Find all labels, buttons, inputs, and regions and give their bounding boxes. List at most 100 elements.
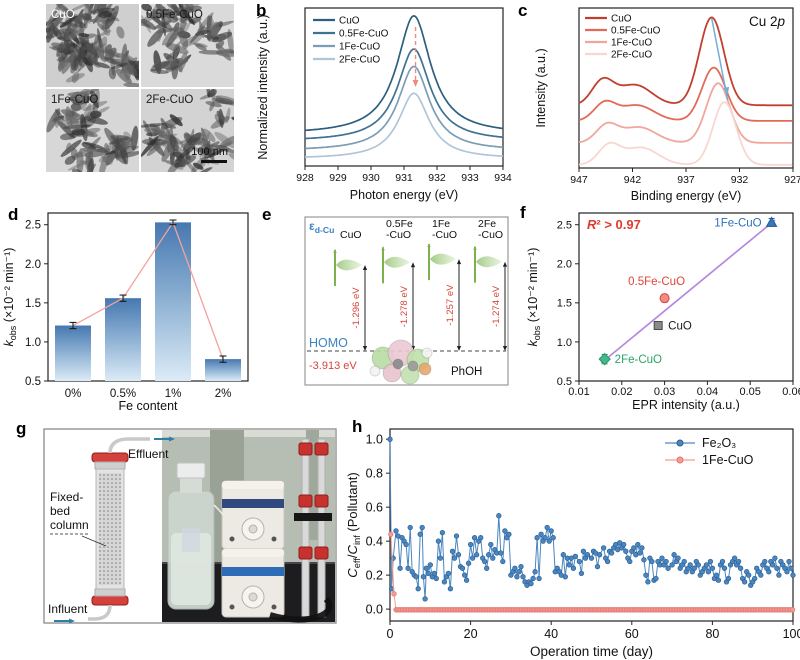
bar-0%	[55, 325, 91, 381]
diagram-box	[304, 216, 509, 386]
svg-text:HOMO: HOMO	[309, 336, 348, 350]
panel-a-tem-micrographs: CuO 0.5Fe-CuO 1Fe-CuO 2Fe-CuO 100 nm	[46, 4, 234, 172]
shift-arrow	[412, 26, 419, 87]
svg-text:0%: 0%	[65, 388, 82, 400]
curve-2Fe-CuO	[304, 92, 504, 158]
svg-text:-3.913 eV: -3.913 eV	[309, 360, 357, 372]
effluent-arrow	[154, 436, 175, 442]
svg-text:εd-Cu: εd-Cu	[309, 219, 334, 235]
svg-text:2%: 2%	[215, 388, 232, 400]
svg-text:-CuO: -CuO	[386, 229, 411, 241]
svg-text:0.5Fe-CuO: 0.5Fe-CuO	[146, 9, 203, 21]
svg-text:1Fe: 1Fe	[432, 218, 450, 230]
level-group-1Fe-CuO: 1Fe-CuO -1.257 eV	[427, 218, 462, 351]
svg-text:Normalized intensity (a.u.): Normalized intensity (a.u.)	[256, 14, 270, 159]
svg-text:2.5: 2.5	[557, 220, 572, 232]
svg-text:kobs (×10⁻² min⁻¹): kobs (×10⁻² min⁻¹)	[526, 248, 542, 347]
marker-0.5Fe-CuO	[659, 293, 670, 304]
curve-CuO	[578, 16, 793, 107]
panel-e-energy-level-diagram: εd-Cu CuO-1.296 eV0.5Fe-CuO-1.278 eV1Fe-C…	[304, 216, 509, 386]
panel-b-xas-spectra-chart: 928 929 930 931 932 933 934 Photon energy (eV) N…	[256, 7, 512, 202]
level-group-0.5Fe-CuO: 0.5Fe-CuO -1.278 eV	[381, 218, 416, 351]
data-points: CuO 0.5Fe-CuO 1Fe-CuO 2Fe-CuO	[598, 216, 778, 366]
svg-text:2.0: 2.0	[25, 259, 41, 271]
panel-h-longterm-operation-chart: 0 20 40 60 80 100 0.0 0.2 0.4 0.6 0.8 1.0 Operation …	[345, 428, 800, 659]
svg-text:R² > 0.97: R² > 0.97	[587, 217, 641, 232]
svg-text:-CuO: -CuO	[432, 229, 457, 241]
svg-text:0.01: 0.01	[568, 386, 589, 398]
curve-1Fe-CuO	[304, 65, 504, 150]
svg-text:931: 931	[395, 172, 413, 184]
svg-text:2Fe-CuO: 2Fe-CuO	[339, 55, 380, 66]
shift-arrow	[710, 18, 730, 101]
setup-photo	[162, 430, 335, 623]
marker-1Fe-CuO	[765, 216, 778, 227]
panel-f-correlation-scatter-chart: 0.01 0.02 0.03 0.04 0.05 0.06 0.5 1.0 1.5 2.0 2.5 E…	[526, 212, 800, 412]
svg-text:1.0: 1.0	[557, 337, 572, 349]
bar-1%	[155, 222, 191, 381]
svg-text:0.5: 0.5	[25, 376, 41, 388]
svg-text:0.06: 0.06	[782, 386, 800, 398]
phoh-molecule: PhOH	[369, 339, 482, 385]
panel-c-label: c	[518, 1, 528, 20]
svg-text:CuO: CuO	[611, 14, 632, 25]
svg-text:0.8: 0.8	[366, 467, 383, 481]
svg-text:60: 60	[625, 627, 639, 641]
svg-text:1Fe-CuO: 1Fe-CuO	[611, 38, 652, 49]
tem-quadrant-1Fe-CuO: 1Fe-CuO	[46, 89, 139, 172]
level-group-CuO: CuO -1.296 eV	[333, 229, 368, 351]
svg-text:Influent: Influent	[48, 602, 88, 616]
svg-text:927: 927	[784, 174, 800, 186]
svg-text:0.2: 0.2	[366, 568, 383, 582]
svg-text:0.6: 0.6	[366, 501, 383, 515]
svg-text:947: 947	[570, 174, 588, 186]
svg-text:930: 930	[362, 172, 380, 184]
svg-text:2Fe-CuO: 2Fe-CuO	[611, 50, 652, 61]
svg-text:937: 937	[677, 174, 695, 186]
svg-text:-1.257 eV: -1.257 eV	[445, 284, 456, 326]
svg-text:Effluent: Effluent	[128, 447, 169, 461]
svg-text:20: 20	[464, 627, 478, 641]
svg-text:bed: bed	[50, 504, 70, 518]
svg-text:CuO: CuO	[339, 16, 360, 27]
svg-text:0.5Fe-CuO: 0.5Fe-CuO	[628, 276, 685, 288]
svg-text:80: 80	[705, 627, 719, 641]
svg-text:-1.278 eV: -1.278 eV	[399, 285, 410, 327]
bar-2%	[205, 359, 241, 381]
glass-bottle	[167, 462, 215, 610]
svg-text:CuO: CuO	[340, 229, 362, 241]
series-fe2o3	[387, 436, 796, 602]
r-squared-annotation: R² > 0.97	[587, 217, 641, 232]
series	[578, 16, 793, 166]
axis: 928 929 930 931 932 933 934 Photon energy (eV) N…	[256, 7, 512, 202]
legend: Fe₂O₃ 1Fe-CuO	[665, 436, 754, 467]
bar-0.5%	[105, 298, 141, 381]
svg-text:Operation time (day): Operation time (day)	[530, 644, 653, 659]
axis: 0.01 0.02 0.03 0.04 0.05 0.06 0.5 1.0 1.5 2.0 2.5 E…	[526, 212, 800, 412]
svg-text:0.5Fe-CuO: 0.5Fe-CuO	[611, 26, 661, 37]
axis: 0 20 40 60 80 100 0.0 0.2 0.4 0.6 0.8 1.0 Operation …	[345, 428, 800, 659]
homo-label: HOMO	[309, 336, 348, 350]
svg-text:1Fe-CuO: 1Fe-CuO	[702, 453, 754, 467]
x-category-labels: 0% 0.5% 1% 2% Fe content	[65, 388, 232, 413]
fit-line	[600, 219, 776, 364]
curve-1Fe-CuO	[578, 82, 793, 144]
svg-text:Cu 2p: Cu 2p	[749, 14, 786, 29]
svg-text:933: 933	[461, 172, 479, 184]
svg-text:2Fe-CuO: 2Fe-CuO	[615, 354, 662, 366]
tem-quadrant-CuO: CuO	[46, 4, 139, 87]
panel-d-rate-bar-chart: 0.5 1.0 1.5 2.0 2.5 kobs (×10⁻² min⁻¹) 0% 0.5% 1…	[2, 212, 249, 413]
svg-text:942: 942	[624, 174, 642, 186]
curve-2Fe-CuO	[578, 101, 793, 166]
axis: 0.5 1.0 1.5 2.0 2.5 kobs (×10⁻² min⁻¹)	[2, 212, 249, 388]
svg-text:0.03: 0.03	[654, 386, 675, 398]
corner-label: Cu 2p	[749, 14, 786, 29]
panel-d-label: d	[8, 205, 19, 224]
epsilon-label: εd-Cu	[309, 219, 334, 235]
axis: 947 942 937 932 927 Binding energy (eV) Intens…	[534, 7, 800, 203]
